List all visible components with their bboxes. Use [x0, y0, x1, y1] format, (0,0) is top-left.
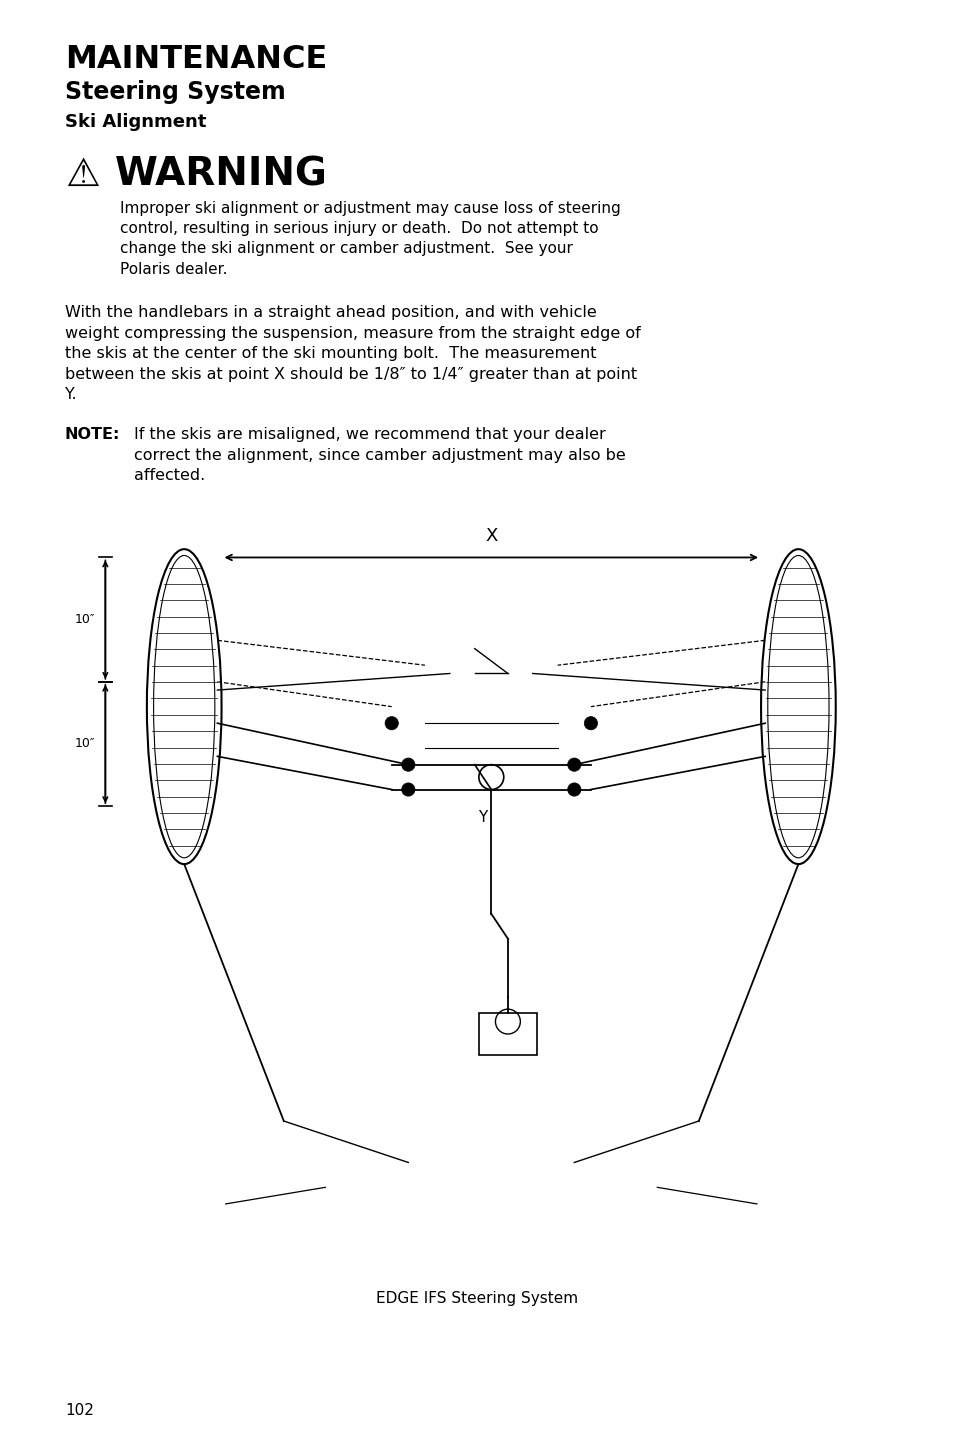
Text: Steering System: Steering System [65, 80, 285, 105]
Circle shape [567, 758, 580, 771]
Text: Y: Y [477, 810, 487, 826]
Text: With the handlebars in a straight ahead position, and with vehicle
weight compre: With the handlebars in a straight ahead … [65, 305, 640, 401]
Circle shape [401, 782, 415, 797]
Text: Ski Alignment: Ski Alignment [65, 113, 206, 131]
Circle shape [385, 717, 398, 730]
Circle shape [401, 758, 415, 771]
Text: WARNING: WARNING [114, 156, 327, 193]
Text: 10″: 10″ [74, 614, 94, 627]
Circle shape [567, 782, 580, 797]
Text: 10″: 10″ [74, 737, 94, 750]
Circle shape [583, 717, 597, 730]
Text: EDGE IFS Steering System: EDGE IFS Steering System [375, 1291, 578, 1306]
Text: X: X [485, 526, 497, 545]
Text: MAINTENANCE: MAINTENANCE [65, 44, 327, 74]
Text: NOTE:: NOTE: [65, 427, 120, 442]
Text: ⚠: ⚠ [65, 156, 100, 193]
Text: 102: 102 [65, 1403, 93, 1418]
Text: Improper ski alignment or adjustment may cause loss of steering
control, resulti: Improper ski alignment or adjustment may… [120, 201, 620, 276]
Text: If the skis are misaligned, we recommend that your dealer
correct the alignment,: If the skis are misaligned, we recommend… [133, 427, 624, 483]
